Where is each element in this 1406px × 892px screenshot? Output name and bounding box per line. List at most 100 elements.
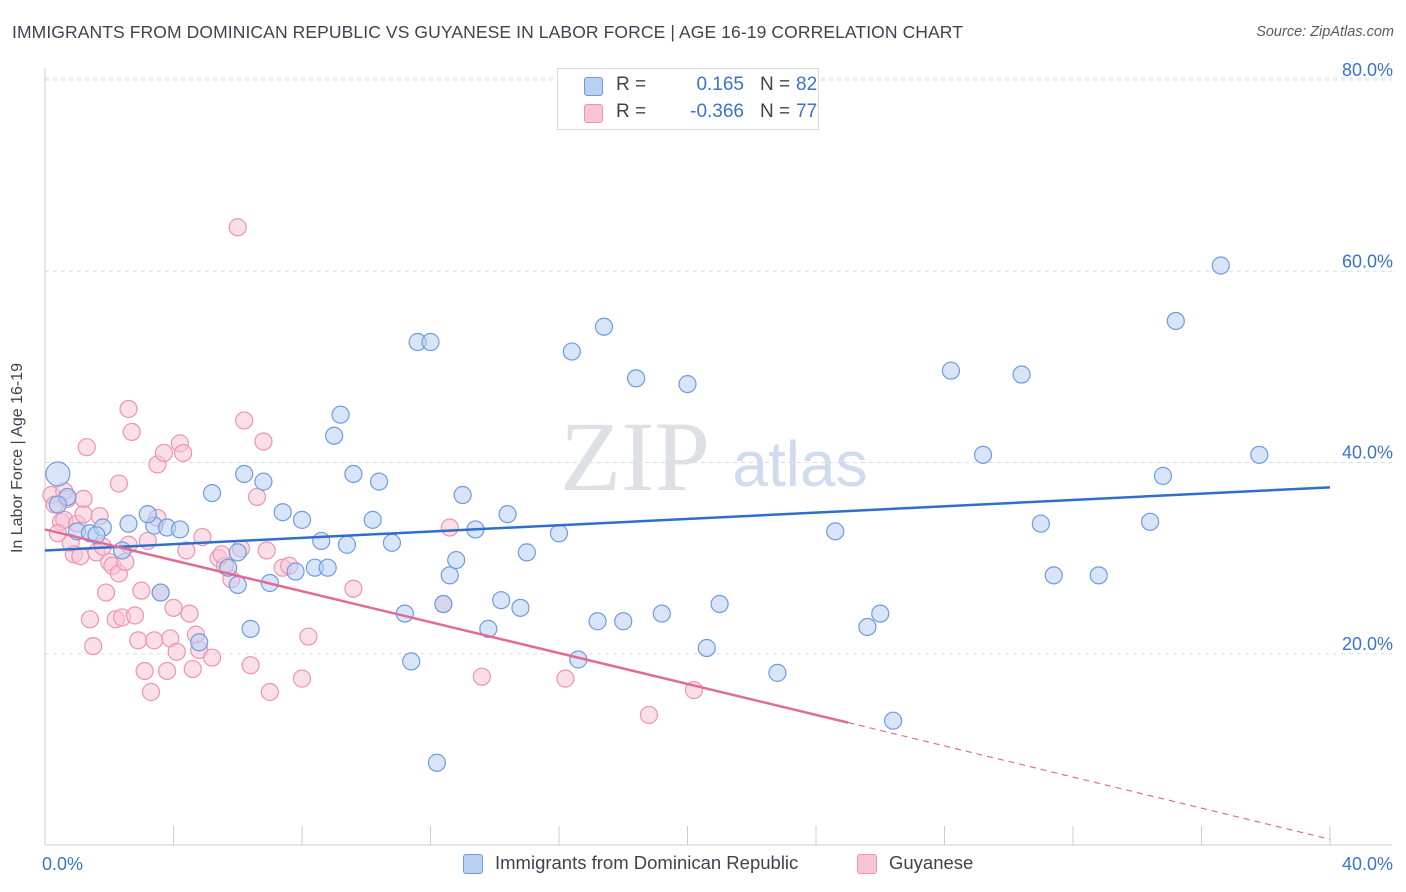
y-tick-label: 60.0% (1342, 251, 1393, 271)
dominican-point (549, 524, 569, 543)
dominican-point (511, 598, 530, 617)
guyanese-point (119, 399, 138, 419)
dominican-point (1250, 445, 1269, 464)
guyanese-point (77, 438, 96, 457)
guyanese-point (440, 518, 459, 537)
legend-n-value: 82 (796, 74, 818, 95)
guyanese-point (556, 669, 575, 688)
dominican-point (312, 531, 331, 551)
guyanese-point (74, 505, 93, 524)
dominican-point (318, 558, 337, 577)
guyanese-point (247, 487, 267, 507)
dominican-point (498, 505, 517, 524)
guyanese-point (167, 642, 186, 661)
legend-swatch-blue (584, 77, 603, 96)
dominican-point (1211, 256, 1230, 275)
dominican-point (710, 594, 729, 614)
guyanese-point (299, 627, 318, 646)
gridlines (45, 77, 1392, 655)
guyanese-point (96, 583, 116, 602)
guyanese-point (132, 581, 151, 600)
legend-r-label: R = (616, 74, 647, 95)
guyanese-point (84, 636, 103, 656)
dominican-point (228, 543, 247, 562)
dominican-point (453, 485, 472, 505)
dominican-point (517, 543, 536, 562)
dominican-point (331, 405, 350, 424)
dominican-point (402, 652, 421, 671)
dominican-point (588, 612, 607, 631)
guyanese-point (157, 661, 177, 681)
guyanese-point (177, 541, 196, 560)
guyanese-point (344, 579, 363, 598)
dominican-point (941, 361, 961, 380)
dominican-point (241, 619, 260, 638)
guyanese-point (639, 705, 659, 725)
dominican-point (427, 753, 447, 772)
y-tick-label: 40.0% (1342, 443, 1393, 463)
dominican-point (370, 472, 389, 491)
dominican-point (652, 604, 671, 623)
dominican-point (626, 369, 646, 388)
guyanese-point (254, 432, 273, 451)
dominican-point (594, 317, 614, 336)
guyanese-point (129, 631, 148, 650)
guyanese-point (174, 443, 193, 463)
dominican-point (1089, 566, 1108, 585)
guyanese-point (260, 682, 279, 702)
legend-n-value: 77 (796, 101, 818, 122)
dominican-point (479, 619, 498, 638)
guyanese-point (180, 604, 199, 623)
guyanese-point (154, 443, 173, 463)
bottom-legend-swatch-blue (463, 854, 483, 874)
legend-swatch-pink (584, 104, 603, 123)
dominican-point (235, 464, 254, 484)
series-dominican-points (45, 256, 1269, 772)
guyanese-point (202, 648, 222, 667)
dominican-point (119, 514, 138, 533)
dominican-point (678, 374, 697, 394)
dominican-point (273, 503, 292, 522)
dominican-point (768, 663, 787, 682)
guyanese-point (145, 631, 164, 650)
dominican-point (254, 472, 273, 491)
dominican-point (344, 464, 363, 484)
guyanese-point (235, 411, 254, 430)
dominican-point (883, 711, 903, 730)
dominican-point (151, 583, 170, 602)
watermark-zip: ZIP (560, 401, 710, 512)
dominican-point (363, 510, 382, 529)
dominican-point (228, 575, 247, 595)
guyanese-point (122, 422, 141, 441)
axes (44, 68, 1392, 846)
dominican-point (382, 533, 402, 552)
dominican-point (170, 520, 190, 539)
legend-r-value: -0.366 (690, 101, 744, 122)
dominican-point (1031, 514, 1050, 533)
dominican-point (292, 510, 312, 529)
y-tick-label: 20.0% (1342, 634, 1393, 654)
correlation-legend: R = 0.165 N = 82 R = -0.366 N = 77 (557, 68, 819, 130)
guyanese-point (164, 598, 183, 617)
dominican-point (190, 633, 209, 652)
tick-labels: 20.0% 40.0% 60.0% 80.0% 0.0% 40.0% (42, 60, 1393, 874)
legend-r-label: R = (616, 101, 647, 122)
dominican-point (421, 332, 440, 352)
x-tick-label: 40.0% (1342, 854, 1393, 874)
dominican-point (614, 612, 633, 631)
guyanese-point (74, 489, 93, 508)
dominican-point (1153, 466, 1173, 485)
dominican-point (87, 526, 106, 545)
dominican-point (858, 617, 877, 637)
dominican-point (202, 484, 222, 503)
legend-n-label: N = (760, 74, 791, 95)
dominican-point (434, 594, 453, 614)
guyanese-point (241, 656, 260, 675)
guyanese-point (472, 667, 491, 686)
legend-r-value: 0.165 (696, 74, 744, 95)
dominican-trendline (44, 486, 1331, 552)
dominican-point (325, 426, 344, 445)
y-axis-label: In Labor Force | Age 16-19 (9, 362, 26, 554)
guyanese-trendline (44, 528, 849, 724)
guyanese-point (141, 682, 161, 702)
